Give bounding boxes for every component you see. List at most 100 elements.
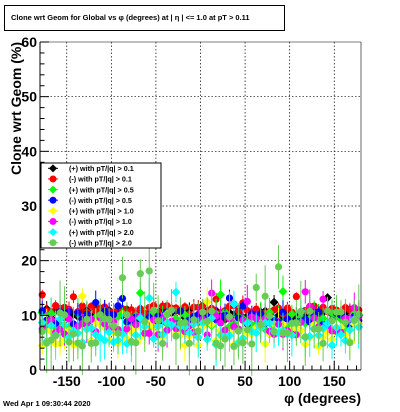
data-series xyxy=(37,242,364,376)
legend-marker xyxy=(49,217,57,225)
data-point xyxy=(292,319,300,327)
data-point xyxy=(230,342,238,351)
data-point xyxy=(279,308,287,316)
data-point xyxy=(323,307,332,315)
data-point xyxy=(167,306,176,314)
data-point xyxy=(252,305,260,313)
legend-label: (-) with pT/|q| > 2.0 xyxy=(69,238,132,247)
data-point xyxy=(136,270,144,278)
data-point xyxy=(243,297,251,306)
data-point xyxy=(297,308,305,316)
legend-marker xyxy=(49,239,57,247)
x-tick-label: -100 xyxy=(97,373,125,389)
legend-marker xyxy=(49,196,57,204)
data-point xyxy=(190,316,198,324)
y-tick-label: 0 xyxy=(29,362,37,378)
data-point xyxy=(172,332,180,340)
y-axis-label: Clone wrt Geom (%) xyxy=(8,42,24,175)
data-point xyxy=(346,339,354,347)
legend-marker xyxy=(49,164,57,173)
data-point xyxy=(301,333,309,341)
data-point xyxy=(216,290,226,300)
data-point xyxy=(150,306,158,314)
legend-label: (-) with pT/|q| > 1.0 xyxy=(69,217,132,226)
data-point xyxy=(194,327,202,335)
data-point xyxy=(114,329,122,337)
data-point xyxy=(229,299,239,309)
data-point xyxy=(270,328,278,336)
data-point xyxy=(248,340,256,348)
data-point xyxy=(269,297,279,307)
data-point xyxy=(199,308,207,316)
data-point xyxy=(65,315,73,323)
legend-label: (+) with pT/|q| > 0.5 xyxy=(69,185,134,194)
data-point xyxy=(292,292,300,301)
y-tick-label: 30 xyxy=(21,198,37,214)
legend-label: (-) with pT/|q| > 0.5 xyxy=(69,196,132,205)
x-tick-label: 50 xyxy=(237,373,253,389)
data-point xyxy=(83,315,91,324)
data-point xyxy=(105,315,113,324)
y-tick-label: 50 xyxy=(21,89,37,105)
legend-label: (-) with pT/|q| > 0.1 xyxy=(69,175,132,184)
data-point xyxy=(185,339,193,347)
data-point xyxy=(216,342,225,350)
data-point xyxy=(283,329,292,337)
chart-title: Clone wrt Geom for Global vs φ (degrees)… xyxy=(4,5,285,31)
x-tick-label: -50 xyxy=(146,373,166,389)
data-point xyxy=(225,313,234,321)
legend-marker xyxy=(49,228,57,237)
series-7 xyxy=(38,242,363,376)
data-point xyxy=(261,292,269,300)
data-point xyxy=(92,299,100,307)
data-point xyxy=(52,332,60,340)
data-point xyxy=(104,327,114,337)
data-point xyxy=(135,288,145,298)
data-point xyxy=(278,287,288,297)
data-point xyxy=(114,302,122,310)
data-point xyxy=(350,316,358,325)
data-point xyxy=(78,302,86,310)
data-point xyxy=(216,319,225,327)
data-point xyxy=(181,319,189,327)
data-point xyxy=(251,328,261,338)
legend-marker xyxy=(49,175,57,183)
data-point xyxy=(123,325,131,333)
data-point xyxy=(65,338,73,346)
x-tick-label: 0 xyxy=(197,373,205,389)
data-point xyxy=(132,339,140,347)
legend-marker xyxy=(49,206,57,215)
data-point xyxy=(266,312,274,320)
data-point xyxy=(159,339,167,348)
y-tick-label: 60 xyxy=(21,34,37,50)
data-point xyxy=(69,330,78,338)
legend-box xyxy=(40,162,162,249)
data-point xyxy=(149,334,159,344)
data-point xyxy=(337,308,345,316)
data-point xyxy=(319,295,327,303)
data-point xyxy=(118,274,127,282)
data-point xyxy=(145,267,153,275)
data-point xyxy=(319,339,327,347)
data-point xyxy=(60,311,69,319)
data-point xyxy=(47,336,55,344)
data-point xyxy=(341,318,349,326)
data-point xyxy=(69,293,78,301)
data-point xyxy=(203,317,211,326)
data-point xyxy=(274,263,283,271)
x-tick-label: 100 xyxy=(278,373,302,389)
data-point xyxy=(78,342,86,350)
legend-label: (+) with pT/|q| > 2.0 xyxy=(69,228,134,237)
data-point xyxy=(252,283,260,292)
data-point xyxy=(109,322,118,330)
data-point xyxy=(355,310,363,318)
legend-label: (+) with pT/|q| > 1.0 xyxy=(69,207,134,216)
data-point xyxy=(92,339,100,347)
data-point xyxy=(327,340,337,350)
y-tick-label: 40 xyxy=(21,143,37,159)
data-point xyxy=(145,329,153,338)
data-point xyxy=(336,330,346,340)
data-point xyxy=(221,335,229,343)
x-tick-label: 150 xyxy=(323,373,347,389)
